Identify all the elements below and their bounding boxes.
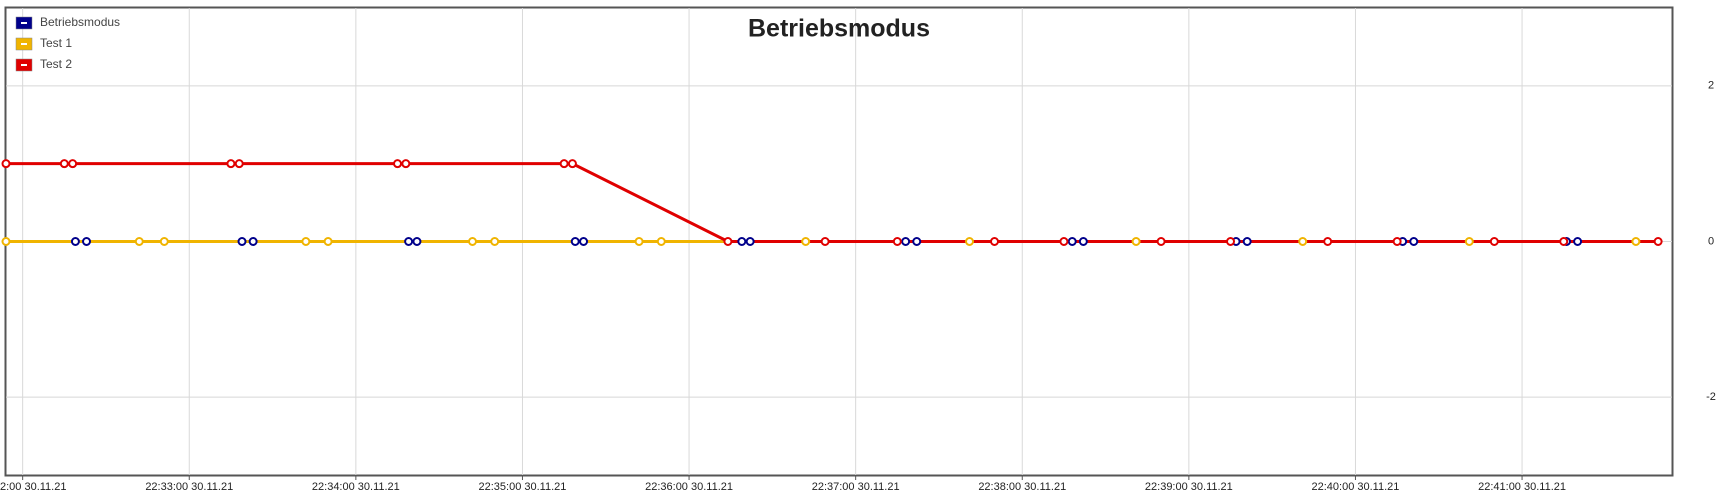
data-point — [1226, 237, 1236, 246]
data-point — [745, 237, 755, 246]
data-point — [323, 237, 333, 246]
data-point — [1392, 237, 1402, 246]
x-tick-label: 22:34:00 30.11.21 — [312, 481, 400, 493]
data-point — [1489, 237, 1499, 246]
data-point — [559, 159, 569, 169]
x-tick-label: 22:33:00 30.11.21 — [145, 481, 233, 493]
data-point — [393, 159, 403, 169]
data-point — [656, 237, 666, 246]
x-tick-label: 22:37:00 30.11.21 — [812, 481, 900, 493]
data-point — [820, 237, 830, 246]
data-point — [490, 237, 500, 246]
legend-swatch-mark — [21, 22, 27, 24]
data-point — [567, 159, 577, 169]
data-point — [912, 237, 922, 246]
x-tick-label: 22:40:00 30.11.21 — [1312, 481, 1400, 493]
data-point — [1156, 237, 1166, 246]
data-point — [159, 237, 169, 246]
data-point — [467, 237, 477, 246]
data-point — [1559, 237, 1569, 246]
data-point — [1067, 237, 1077, 246]
data-point — [1, 159, 11, 169]
data-point — [59, 159, 69, 169]
data-point — [1131, 237, 1141, 246]
chart-title: Betriebsmodus — [748, 15, 930, 43]
y-tick-label: 0 — [1708, 235, 1714, 247]
data-point — [134, 237, 144, 246]
data-point — [1653, 237, 1663, 246]
data-point — [1464, 237, 1474, 246]
data-point — [570, 237, 580, 246]
data-point — [737, 237, 747, 246]
legend-label: Betriebsmodus — [40, 15, 120, 29]
data-point — [226, 159, 236, 169]
data-point — [234, 159, 244, 169]
x-tick-label: 22:39:00 30.11.21 — [1145, 481, 1233, 493]
data-point — [301, 237, 311, 246]
data-point — [989, 237, 999, 246]
data-point — [801, 237, 811, 246]
data-point — [634, 237, 644, 246]
data-point — [892, 237, 902, 246]
data-point — [723, 237, 733, 246]
data-point — [237, 237, 247, 246]
data-point — [579, 237, 589, 246]
data-point — [248, 237, 258, 246]
data-point — [1298, 237, 1308, 246]
legend-label: Test 1 — [40, 36, 72, 50]
x-tick-label: 22:38:00 30.11.21 — [978, 481, 1066, 493]
data-point — [70, 237, 80, 246]
data-point — [1573, 237, 1583, 246]
y-tick-label: 2 — [1708, 80, 1714, 92]
x-tick-label: 22:36:00 30.11.21 — [645, 481, 733, 493]
data-point — [1323, 237, 1333, 246]
x-tick-label: 22:35:00 30.11.21 — [479, 481, 567, 493]
data-point — [1409, 237, 1419, 246]
data-point — [1242, 237, 1252, 246]
y-tick-label: -2 — [1706, 391, 1716, 403]
data-point — [965, 237, 975, 246]
data-point — [1059, 237, 1069, 246]
data-point — [1078, 237, 1088, 246]
x-tick-label: 2:00 30.11.21 — [0, 481, 66, 493]
data-point — [404, 237, 414, 246]
legend-swatch-mark — [21, 43, 27, 45]
legend-label: Test 2 — [40, 57, 72, 71]
data-point — [1631, 237, 1641, 246]
legend-swatch-mark — [21, 64, 27, 66]
data-point — [412, 237, 422, 246]
x-tick-label: 22:41:00 30.11.21 — [1478, 481, 1566, 493]
data-point — [68, 159, 78, 169]
data-point — [401, 159, 411, 169]
data-point — [82, 237, 92, 246]
data-point — [1, 237, 11, 246]
data-point — [901, 237, 911, 246]
